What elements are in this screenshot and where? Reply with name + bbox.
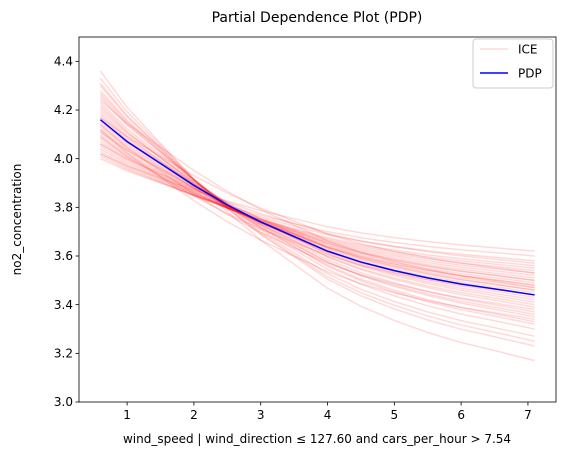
ice-curve-36 bbox=[99, 99, 535, 289]
ice-curve-25 bbox=[100, 155, 535, 262]
pdp-line bbox=[99, 119, 535, 296]
ice-curve-26 bbox=[100, 157, 535, 257]
ice-curve-27 bbox=[99, 104, 535, 316]
ice-curve-2 bbox=[99, 85, 535, 338]
y-axis-ticks: 3.0 3.2 3.4 3.6 3.8 4.0 4.2 4.4 bbox=[54, 55, 79, 409]
chart-title: Partial Dependence Plot (PDP) bbox=[212, 10, 423, 26]
y-tick-label: 4.2 bbox=[54, 103, 73, 117]
x-tick-label: 3 bbox=[257, 408, 265, 422]
ice-curve-37 bbox=[99, 116, 535, 274]
ice-curve-19 bbox=[99, 140, 535, 279]
x-tick-label: 2 bbox=[190, 408, 198, 422]
y-axis-label: no2_concentration bbox=[10, 164, 24, 276]
chart-legend: ICE PDP bbox=[472, 38, 554, 89]
ice-curve-24 bbox=[100, 153, 535, 267]
ice-curve-29 bbox=[99, 92, 535, 325]
ice-curve-14 bbox=[99, 128, 535, 289]
ice-curve-30 bbox=[99, 111, 535, 306]
ice-curve-16 bbox=[99, 133, 535, 286]
x-tick-label: 1 bbox=[123, 408, 131, 422]
ice-curve-7 bbox=[99, 107, 535, 308]
ice-curve-38 bbox=[100, 153, 535, 252]
x-tick-label: 7 bbox=[524, 408, 532, 422]
y-tick-label: 3.6 bbox=[54, 249, 73, 263]
ice-curve-8 bbox=[99, 109, 535, 303]
ice-curve-23 bbox=[100, 150, 535, 269]
ice-curve-22 bbox=[100, 148, 535, 272]
ice-curve-21 bbox=[99, 145, 535, 274]
y-tick-label: 3.2 bbox=[54, 347, 73, 361]
ice-curve-18 bbox=[99, 138, 535, 282]
y-tick-label: 4.0 bbox=[54, 152, 73, 166]
ice-curve-10 bbox=[99, 116, 535, 299]
plot-area-frame bbox=[78, 36, 557, 403]
legend-label-pdp: PDP bbox=[518, 67, 542, 81]
ice-curve-33 bbox=[99, 82, 535, 342]
ice-curve-4 bbox=[99, 94, 535, 323]
legend-label-ice: ICE bbox=[518, 43, 538, 57]
ice-curve-20 bbox=[99, 143, 535, 277]
y-tick-label: 3.4 bbox=[54, 298, 73, 312]
ice-curve-0 bbox=[99, 70, 535, 362]
legend-box bbox=[472, 38, 554, 89]
ice-curve-5 bbox=[99, 97, 535, 318]
ice-curve-3 bbox=[99, 90, 535, 330]
x-tick-label: 6 bbox=[457, 408, 465, 422]
pdp-curve bbox=[99, 119, 535, 296]
ice-curve-35 bbox=[99, 136, 535, 296]
ice-curve-6 bbox=[99, 102, 535, 313]
ice-curve-9 bbox=[99, 114, 535, 301]
ice-curves bbox=[99, 70, 535, 362]
ice-curve-39 bbox=[99, 128, 535, 321]
y-tick-label: 3.8 bbox=[54, 201, 73, 215]
y-tick-label: 4.4 bbox=[54, 55, 73, 69]
ice-curve-15 bbox=[99, 131, 535, 286]
ice-curve-1 bbox=[99, 77, 535, 347]
y-tick-label: 3.0 bbox=[54, 395, 73, 409]
x-tick-label: 4 bbox=[324, 408, 332, 422]
ice-curve-34 bbox=[99, 124, 535, 311]
x-tick-label: 5 bbox=[391, 408, 399, 422]
ice-curve-28 bbox=[99, 119, 535, 291]
x-axis-ticks: 1 2 3 4 5 6 7 bbox=[123, 402, 532, 422]
x-axis-label: wind_speed | wind_direction ≤ 127.60 and… bbox=[123, 432, 511, 446]
ice-curve-31 bbox=[99, 131, 535, 282]
ice-curve-13 bbox=[99, 126, 535, 291]
ice-curve-17 bbox=[99, 136, 535, 284]
ice-curve-32 bbox=[100, 143, 535, 265]
